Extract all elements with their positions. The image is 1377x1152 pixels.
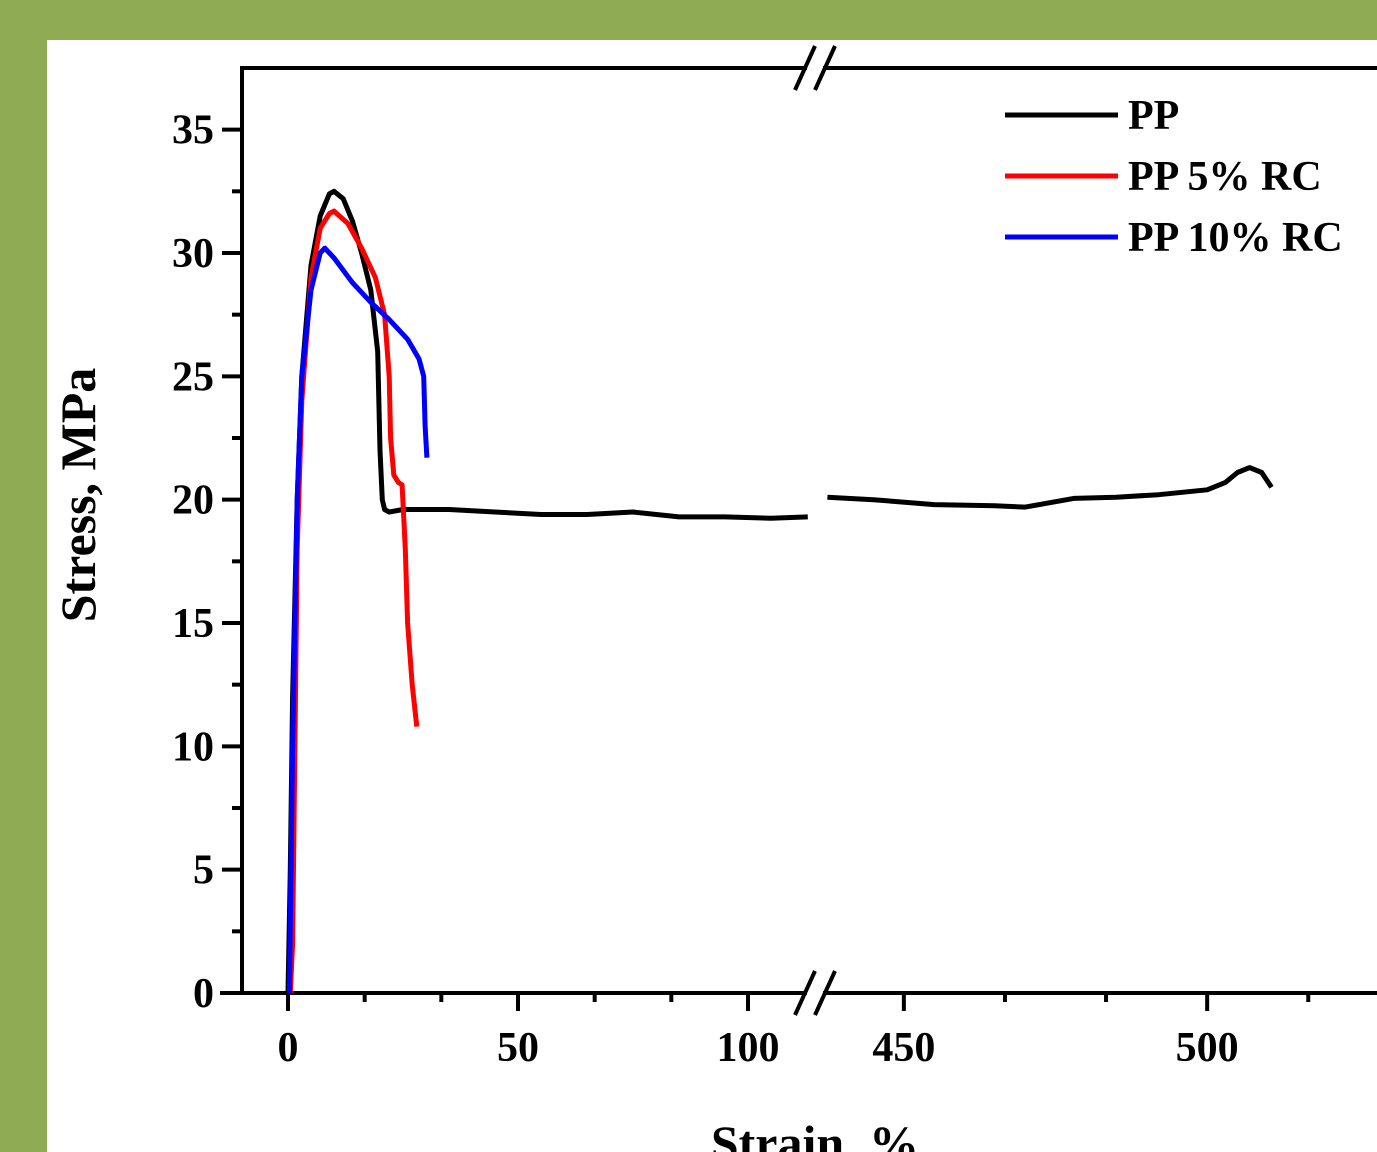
x-tick-label: 450 (872, 1025, 935, 1071)
y-axis-label: Stress, MPa (50, 368, 106, 623)
x-axis-label: Strain, % (711, 1115, 919, 1152)
legend-label: PP 10% RC (1128, 215, 1343, 261)
x-tick-label: 500 (1176, 1025, 1239, 1071)
data-line (286, 245, 430, 994)
x-tick-label: 0 (278, 1025, 299, 1071)
y-tick-label: 30 (172, 231, 214, 277)
y-tick-label: 35 (172, 108, 214, 154)
y-tick-label: 15 (172, 601, 214, 647)
y-tick-label: 0 (193, 971, 214, 1017)
plot-background (47, 40, 1377, 1152)
legend-label: PP 5% RC (1128, 154, 1322, 200)
y-tick-label: 20 (172, 478, 214, 524)
legend-label: PP (1128, 93, 1179, 139)
x-tick-label: 100 (717, 1025, 780, 1071)
x-tick-label: 50 (497, 1025, 539, 1071)
y-tick-label: 10 (172, 724, 214, 770)
y-tick-label: 25 (172, 354, 214, 400)
y-tick-label: 5 (193, 848, 214, 894)
